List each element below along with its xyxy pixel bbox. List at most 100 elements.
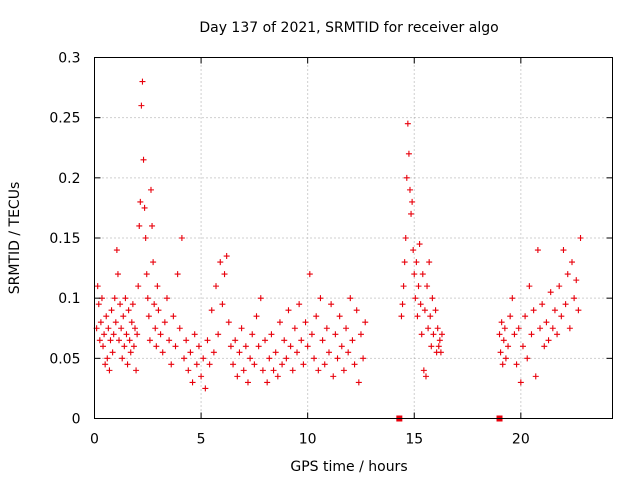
- data-point: [120, 313, 127, 320]
- data-point: [193, 361, 200, 368]
- data-point: [428, 343, 435, 350]
- data-point: [298, 337, 305, 344]
- data-point: [436, 337, 443, 344]
- data-point: [300, 361, 307, 368]
- data-point: [497, 349, 504, 356]
- data-point: [296, 301, 303, 308]
- data-point: [499, 361, 506, 368]
- data-point: [501, 325, 508, 332]
- data-point: [202, 385, 209, 392]
- data-point: [208, 307, 215, 314]
- data-point: [564, 271, 571, 278]
- data-point: [111, 295, 118, 302]
- data-point: [417, 301, 424, 308]
- data-point: [360, 355, 367, 362]
- x-tick-label: 0: [90, 432, 99, 448]
- data-point: [575, 307, 582, 314]
- data-point: [498, 319, 505, 326]
- y-axis-label: SRMTID / TECUs: [7, 182, 23, 295]
- data-point: [412, 295, 419, 302]
- data-point: [240, 367, 247, 374]
- data-point: [415, 283, 422, 290]
- data-point: [137, 198, 144, 205]
- data-point: [345, 349, 352, 356]
- data-point: [122, 295, 129, 302]
- data-point: [121, 343, 128, 350]
- data-point: [336, 313, 343, 320]
- data-point: [524, 355, 531, 362]
- data-point: [129, 301, 136, 308]
- data-point: [435, 343, 442, 350]
- data-point: [168, 361, 175, 368]
- data-point: [112, 319, 119, 326]
- data-point: [424, 283, 431, 290]
- data-point: [130, 343, 137, 350]
- data-point: [230, 361, 237, 368]
- data-point: [152, 325, 159, 332]
- data-point: [556, 283, 563, 290]
- data-point: [571, 295, 578, 302]
- data-point: [528, 331, 535, 338]
- data-point: [403, 174, 410, 181]
- data-point: [143, 271, 150, 278]
- data-point: [413, 259, 420, 266]
- data-point: [421, 307, 428, 314]
- data-point: [554, 331, 561, 338]
- data-point: [287, 343, 294, 350]
- data-point: [117, 301, 124, 308]
- data-point: [340, 367, 347, 374]
- data-point: [432, 307, 439, 314]
- data-point: [109, 349, 116, 356]
- data-point: [402, 235, 409, 241]
- data-point: [244, 379, 251, 386]
- data-point: [426, 259, 433, 266]
- data-point: [270, 367, 277, 374]
- data-point: [400, 283, 407, 290]
- y-tick-label: 0.2: [58, 171, 80, 187]
- data-point: [551, 307, 558, 314]
- data-point: [325, 349, 332, 356]
- data-point: [204, 337, 211, 344]
- data-point: [174, 271, 181, 278]
- data-point: [94, 283, 101, 290]
- data-point: [118, 325, 125, 332]
- data-point: [178, 235, 185, 241]
- data-point: [534, 247, 541, 254]
- data-point: [419, 271, 426, 278]
- data-point: [347, 295, 354, 302]
- data-point: [154, 283, 161, 290]
- data-point: [101, 331, 108, 338]
- data-point: [274, 373, 281, 380]
- data-point: [147, 186, 154, 193]
- data-point: [170, 313, 177, 320]
- data-point: [104, 355, 111, 362]
- data-point: [573, 277, 580, 284]
- data-point: [195, 343, 202, 350]
- data-point: [420, 367, 427, 374]
- data-point: [268, 331, 275, 338]
- data-point: [133, 367, 140, 374]
- data-point: [106, 367, 113, 374]
- data-point: [283, 355, 290, 362]
- data-point: [526, 283, 533, 290]
- data-point: [434, 325, 441, 332]
- data-point: [343, 325, 350, 332]
- data-point: [232, 337, 239, 344]
- x-tick-label: 15: [405, 432, 423, 448]
- data-point: [429, 295, 436, 302]
- data-point: [238, 325, 245, 332]
- data-point: [259, 367, 266, 374]
- data-point: [264, 379, 271, 386]
- x-axis-label: GPS time / hours: [290, 459, 407, 475]
- data-point: [146, 337, 153, 344]
- data-point: [140, 156, 147, 163]
- data-point: [281, 337, 288, 344]
- data-point: [399, 301, 406, 308]
- data-point: [134, 331, 141, 338]
- data-point: [410, 247, 417, 254]
- data-point: [166, 337, 173, 344]
- data-point: [108, 307, 115, 314]
- data-point: [532, 373, 539, 380]
- data-point: [145, 313, 152, 320]
